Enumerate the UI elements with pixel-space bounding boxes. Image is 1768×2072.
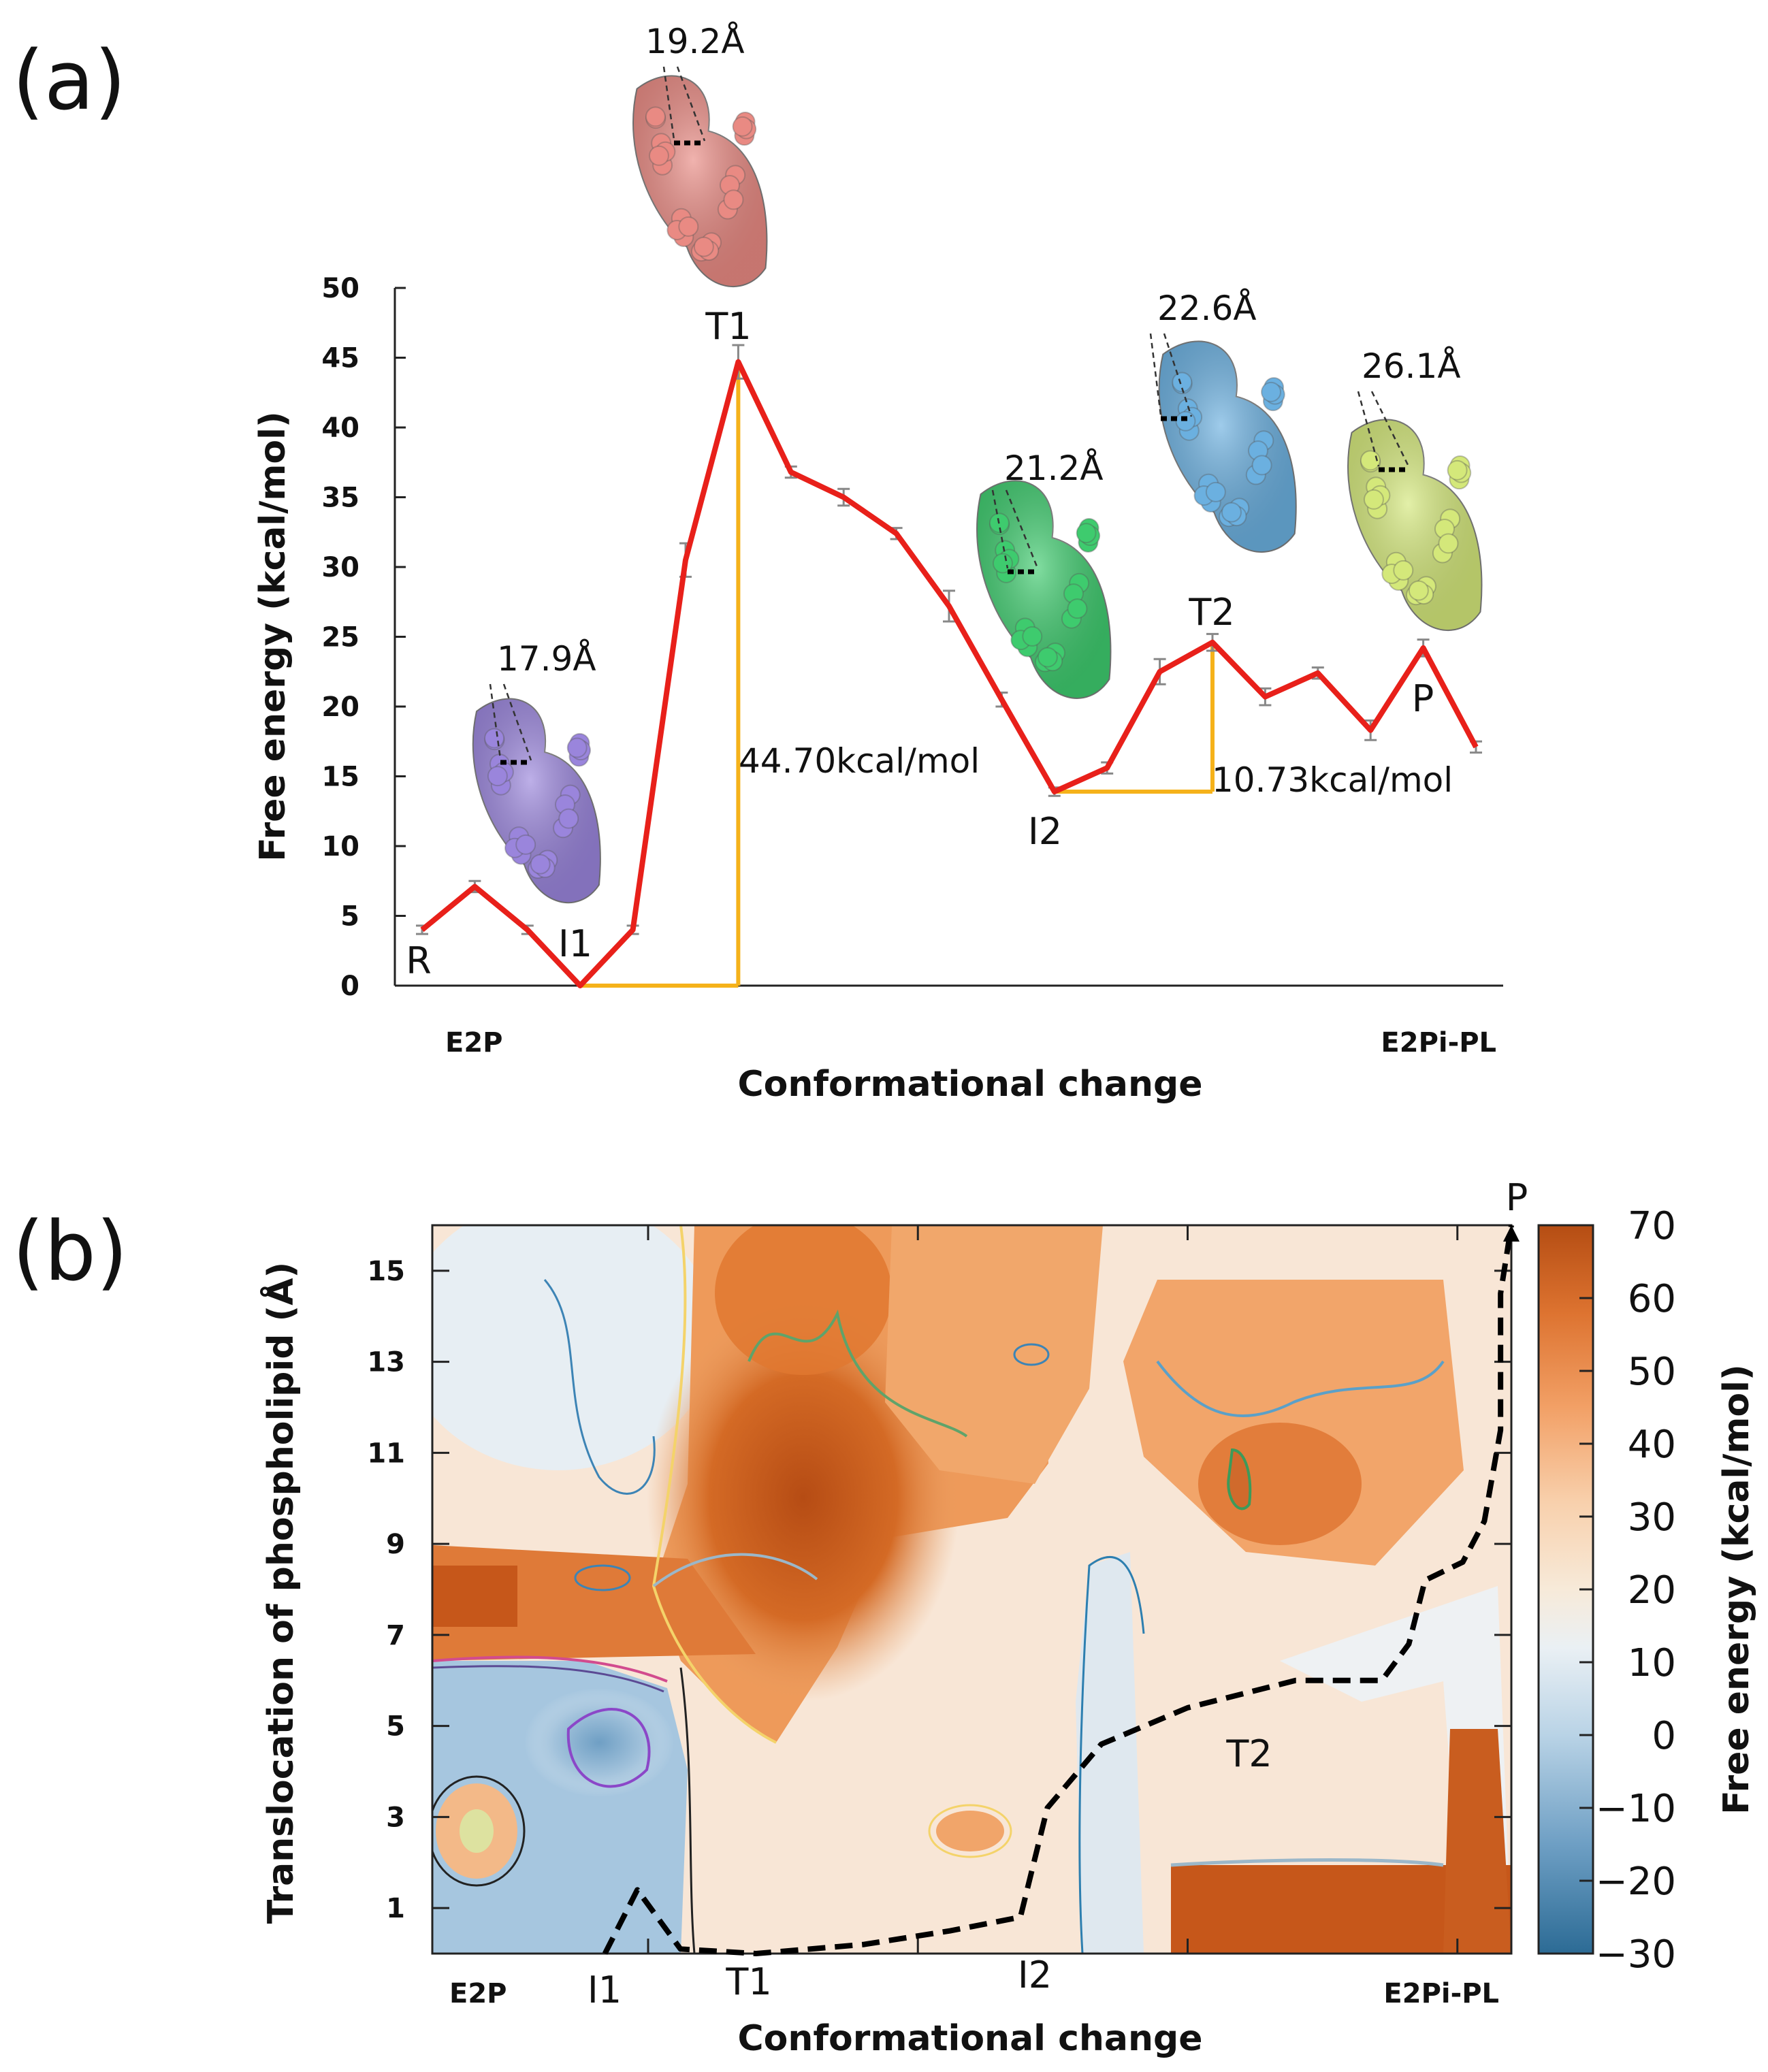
colorbar-tick-label: 10: [1628, 1641, 1676, 1685]
protein-structure-inset: 17.9Å: [472, 639, 601, 903]
colorbar-tick-label: 50: [1628, 1350, 1676, 1394]
a-barrier-marker: [1054, 642, 1215, 794]
colorbar-tick-label: 20: [1628, 1568, 1676, 1613]
a-series-line: [420, 359, 1479, 988]
a-y-tick-label: 0: [340, 971, 359, 1002]
a-barrier-marker: [580, 361, 741, 988]
a-y-axis-title: Free energy (kcal/mol): [253, 411, 293, 861]
b-y-tick-label: 5: [386, 1711, 405, 1743]
b-x-start-label: E2P: [449, 1978, 507, 2009]
panel-a-label: (a): [12, 34, 126, 129]
b-y-tick-label: 15: [367, 1256, 405, 1287]
a-y-tick-label: 5: [340, 901, 359, 933]
protein-structure-inset: 19.2Å: [632, 22, 768, 287]
a-y-tick-label: 45: [321, 343, 359, 374]
colorbar-tick-label: 0: [1652, 1714, 1676, 1758]
a-point-label: I2: [1028, 810, 1062, 853]
colorbar-title: Free energy (kcal/mol): [1716, 1364, 1757, 1814]
a-x-axis-title: Conformational change: [737, 1064, 1202, 1105]
a-y-tick-label: 10: [321, 831, 359, 862]
a-y-tick-label: 40: [321, 412, 359, 444]
colorbar-tick-label: 60: [1628, 1277, 1676, 1321]
protein-structure-inset: 22.6Å: [1149, 289, 1297, 553]
a-barrier-label: 44.70kcal/mol: [739, 741, 980, 781]
colorbar-tick-label: 40: [1628, 1423, 1676, 1467]
b-y-tick-label: 9: [386, 1529, 405, 1560]
b-path-label: I1: [588, 1969, 622, 2011]
colorbar-tick-label: −20: [1596, 1860, 1676, 1904]
structure-distance-label: 22.6Å: [1157, 289, 1257, 328]
structure-distance-label: 26.1Å: [1362, 346, 1461, 386]
protein-structure-inset: 26.1Å: [1347, 346, 1483, 631]
a-y-tick-label: 50: [321, 273, 359, 304]
b-path-label: T1: [725, 1960, 771, 2003]
b-path-arrowhead: [1503, 1225, 1520, 1242]
a-point-label: R: [406, 939, 432, 982]
a-y-tick-label: 35: [321, 483, 359, 514]
a-y-tick-label: 30: [321, 552, 359, 583]
a-point-label: I1: [558, 922, 592, 965]
panel-a-chart: 0 5 10 15 20 25 30 35 40 45 50 E2P E2Pi-PL Conform…: [253, 22, 1503, 1105]
b-y-axis-title: Translocation of phospholipid (Å): [260, 1262, 302, 1924]
colorbar-tick-label: 30: [1628, 1495, 1676, 1540]
b-path-label: I2: [1018, 1954, 1052, 1996]
colorbar-tick-label: −10: [1596, 1787, 1676, 1831]
b-x-axis-title: Conformational change: [737, 2018, 1202, 2059]
a-point-label: T2: [1188, 591, 1234, 634]
structure-distance-label: 21.2Å: [1004, 449, 1104, 488]
heatmap-field: [432, 1225, 1511, 1954]
colorbar-tick-label: −30: [1596, 1932, 1676, 1977]
a-y-tick-label: 25: [321, 622, 359, 653]
b-path-label: T2: [1225, 1732, 1272, 1775]
b-y-tick-label: 3: [386, 1802, 405, 1833]
protein-structure-inset: 21.2Å: [976, 449, 1112, 699]
structure-distance-label: 17.9Å: [497, 639, 596, 679]
a-barrier-label: 10.73kcal/mol: [1212, 760, 1453, 800]
b-path-label: P: [1506, 1176, 1528, 1219]
a-x-end-label: E2Pi-PL: [1381, 1027, 1496, 1058]
b-y-tick-label: 13: [367, 1347, 405, 1378]
a-point-label: P: [1412, 677, 1434, 720]
b-x-end-label: E2Pi-PL: [1383, 1978, 1499, 2009]
colorbar-tick-label: 70: [1628, 1204, 1676, 1248]
a-y-tick-label: 15: [321, 762, 359, 793]
b-y-tick-label: 11: [367, 1438, 405, 1469]
b-minimum-energy-path: [602, 1225, 1514, 1956]
b-y-tick-label: 1: [386, 1893, 405, 1924]
structure-distance-label: 19.2Å: [645, 22, 745, 61]
b-y-tick-label: 7: [386, 1620, 405, 1651]
panel-b-label: (b): [12, 1205, 128, 1299]
a-point-label: T1: [705, 305, 751, 348]
a-y-tick-label: 20: [321, 692, 359, 723]
b-plot-frame: [431, 1224, 1513, 1955]
a-x-start-label: E2P: [445, 1027, 502, 1058]
